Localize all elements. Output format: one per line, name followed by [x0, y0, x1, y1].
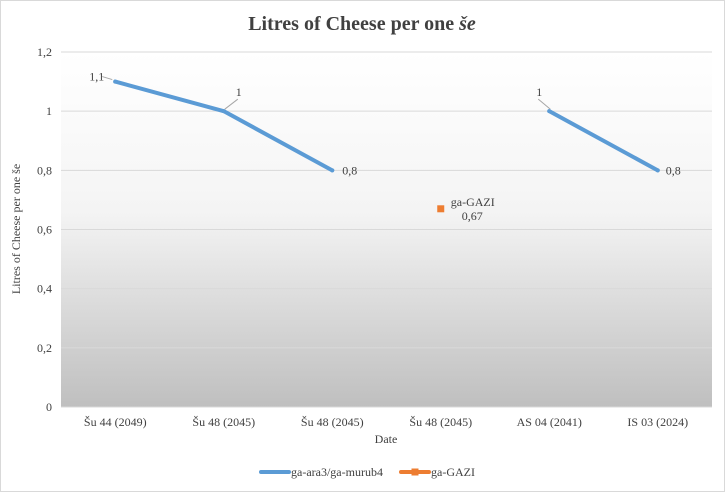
data-label: 1 [236, 85, 242, 99]
y-tick-label: 1,2 [37, 45, 52, 59]
y-tick-label: 0 [46, 400, 52, 414]
y-axis-title: Litres of Cheese per one še [9, 164, 23, 294]
legend-swatch-marker [411, 468, 419, 476]
legend-label: ga-GAZI [431, 465, 475, 479]
gridlines [61, 51, 712, 408]
x-axis-ticks: Šu 44 (2049) Šu 48 (2045) Šu 48 (2045) Šu 4… [84, 415, 688, 429]
x-tick-label: Šu 44 (2049) [84, 415, 147, 429]
data-label-series-name: ga-GAZI [451, 195, 495, 209]
leader-line [102, 76, 113, 81]
y-tick-label: 0,2 [37, 341, 52, 355]
data-point-marker [437, 205, 445, 213]
data-point [113, 79, 118, 84]
leader-line [224, 98, 239, 110]
leader-line [537, 98, 551, 110]
legend: ga-ara3/ga-murub4 ga-GAZI [259, 465, 475, 479]
data-label: 1,1 [89, 70, 104, 84]
series-1: 1,1 1 0,8 1 0,8 [89, 70, 681, 178]
x-tick-label: Šu 48 (2045) [301, 415, 364, 429]
y-tick-label: 0,6 [37, 223, 52, 237]
series-line [547, 109, 660, 173]
data-label: 0,8 [342, 163, 357, 177]
x-tick-label: Šu 48 (2045) [192, 415, 255, 429]
data-point [655, 168, 660, 173]
data-label: 0,8 [666, 163, 681, 177]
legend-item-1: ga-ara3/ga-murub4 [259, 465, 383, 479]
y-tick-label: 0,4 [37, 282, 52, 296]
data-point [221, 109, 226, 114]
x-tick-label: Šu 48 (2045) [409, 415, 472, 429]
data-point [330, 168, 335, 173]
y-tick-label: 1 [46, 104, 52, 118]
legend-label: ga-ara3/ga-murub4 [291, 465, 383, 479]
chart-title: Litres of Cheese per one še [248, 13, 476, 35]
x-tick-label: AS 04 (2041) [517, 415, 582, 429]
legend-item-2: ga-GAZI [399, 465, 475, 479]
data-point [547, 109, 552, 114]
data-label: 0,67 [462, 209, 483, 223]
x-tick-label: IS 03 (2024) [627, 415, 688, 429]
y-axis-ticks: 0 0,2 0,4 0,6 0,8 1 1,2 [37, 45, 52, 414]
data-label: 1 [536, 85, 542, 99]
y-tick-label: 0,8 [37, 163, 52, 177]
x-axis-title: Date [375, 432, 398, 446]
